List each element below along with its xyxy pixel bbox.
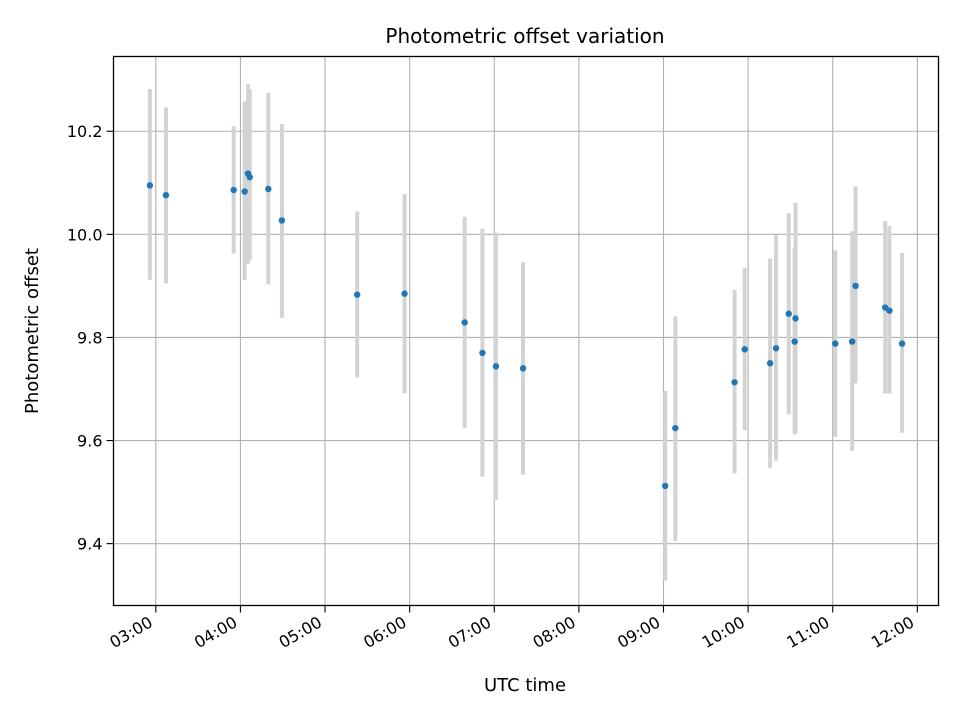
data-point bbox=[741, 346, 748, 353]
data-point bbox=[852, 282, 859, 290]
y-axis-title: Photometric offset bbox=[22, 248, 43, 414]
data-point bbox=[886, 307, 893, 314]
data-point bbox=[246, 173, 253, 181]
data-point bbox=[832, 340, 839, 347]
y-tick-label: 9.6 bbox=[77, 432, 102, 451]
data-point bbox=[230, 186, 237, 194]
data-point bbox=[766, 360, 774, 367]
data-points bbox=[146, 170, 906, 490]
plot-frame bbox=[112, 55, 940, 607]
data-point bbox=[461, 319, 468, 326]
data-point bbox=[672, 424, 679, 432]
y-tick-label: 10.0 bbox=[67, 225, 103, 244]
data-point bbox=[265, 185, 272, 193]
data-point bbox=[731, 379, 738, 386]
y-tick-label: 9.4 bbox=[77, 535, 102, 554]
data-point bbox=[661, 482, 669, 490]
data-point bbox=[492, 363, 500, 370]
data-point bbox=[772, 345, 780, 352]
data-point bbox=[479, 349, 486, 357]
data-point bbox=[162, 191, 170, 199]
data-point bbox=[792, 315, 799, 322]
y-tick-label: 9.8 bbox=[77, 328, 102, 347]
chart-title: Photometric offset variation bbox=[385, 24, 664, 48]
data-point bbox=[146, 182, 154, 189]
data-point bbox=[791, 338, 798, 345]
data-point bbox=[241, 188, 248, 195]
data-point bbox=[401, 290, 408, 297]
data-point bbox=[519, 365, 527, 372]
data-point bbox=[848, 338, 856, 345]
x-axis-title: UTC time bbox=[484, 675, 566, 696]
y-tick-label: 10.2 bbox=[67, 122, 103, 141]
data-point bbox=[785, 310, 792, 317]
data-point bbox=[898, 340, 906, 347]
data-point bbox=[353, 291, 361, 298]
data-point bbox=[278, 217, 286, 224]
